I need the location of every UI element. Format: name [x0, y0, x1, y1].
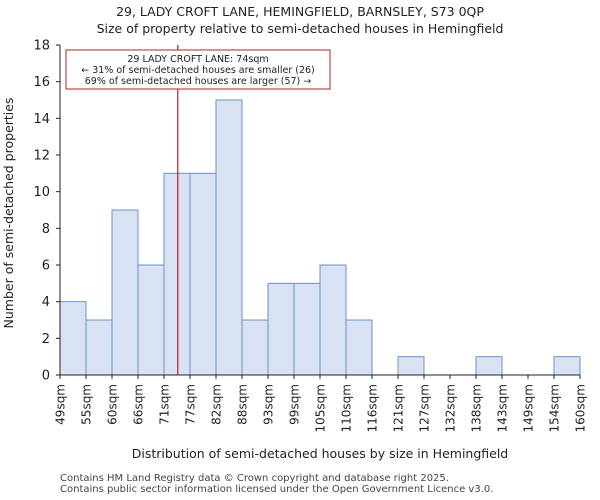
histogram-bar-154sqm	[553, 356, 581, 376]
y-tick-label: 12	[33, 149, 50, 164]
x-tick-label: 116sqm	[366, 384, 380, 432]
histogram-bar-71sqm	[163, 172, 191, 376]
x-tick-label: 121sqm	[392, 384, 406, 432]
x-tick-label: 99sqm	[288, 384, 302, 425]
y-tick-label: 4	[42, 295, 50, 310]
x-tick-label: 132sqm	[444, 384, 458, 432]
y-tick-label: 8	[42, 222, 50, 237]
histogram-bar-82sqm	[215, 99, 243, 376]
footer-line-1: Contains HM Land Registry data © Crown c…	[60, 473, 449, 484]
chart-subtitle: Size of property relative to semi-detach…	[96, 21, 504, 36]
x-tick-label: 77sqm	[184, 384, 198, 425]
x-axis-label: Distribution of semi-detached houses by …	[132, 446, 509, 461]
histogram-bar-121sqm	[397, 356, 425, 376]
y-tick-label: 10	[33, 185, 50, 200]
histogram-bar-138sqm	[475, 356, 503, 376]
histogram-bar-99sqm	[293, 282, 321, 376]
x-tick-label: 71sqm	[158, 384, 172, 425]
y-tick-label: 14	[33, 112, 50, 127]
x-tick-label: 93sqm	[262, 384, 276, 425]
x-tick-label: 127sqm	[418, 384, 432, 432]
x-tick-label: 66sqm	[132, 384, 146, 425]
chart-title: 29, LADY CROFT LANE, HEMINGFIELD, BARNSL…	[116, 4, 484, 19]
x-tick-label: 160sqm	[574, 384, 588, 432]
histogram-bar-105sqm	[319, 264, 347, 376]
x-tick-label: 49sqm	[54, 384, 68, 425]
y-tick-label: 16	[33, 75, 50, 90]
x-tick-label: 55sqm	[80, 384, 94, 425]
y-tick-label: 0	[42, 369, 50, 384]
y-tick-label: 18	[33, 39, 50, 54]
annotation-line-3: 69% of semi-detached houses are larger (…	[85, 76, 312, 87]
histogram-bar-88sqm	[241, 319, 269, 376]
annotation-line-1: 29 LADY CROFT LANE: 74sqm	[127, 54, 268, 65]
x-tick-label: 149sqm	[522, 384, 536, 432]
histogram-bar-66sqm	[137, 264, 165, 376]
y-tick-label: 2	[42, 332, 50, 347]
annotation-box	[65, 49, 331, 90]
x-tick-label: 60sqm	[106, 384, 120, 425]
histogram-bar-49sqm	[59, 301, 87, 376]
x-tick-label: 154sqm	[548, 384, 562, 432]
x-tick-label: 143sqm	[496, 384, 510, 432]
footer-line-2: Contains public sector information licen…	[60, 484, 494, 495]
annotation-line-2: ← 31% of semi-detached houses are smalle…	[81, 65, 315, 76]
histogram-bar-55sqm	[85, 319, 113, 376]
histogram-bar-110sqm	[345, 319, 373, 376]
y-axis-label: Number of semi-detached properties	[1, 98, 16, 329]
histogram-bar-93sqm	[267, 282, 295, 376]
histogram-bar-77sqm	[189, 172, 217, 376]
x-tick-label: 82sqm	[210, 384, 224, 425]
histogram-bar-60sqm	[111, 209, 139, 376]
x-tick-label: 105sqm	[314, 384, 328, 432]
y-tick-label: 6	[42, 259, 50, 274]
x-tick-label: 88sqm	[236, 384, 250, 425]
x-tick-label: 110sqm	[340, 384, 354, 432]
x-tick-label: 138sqm	[470, 384, 484, 432]
